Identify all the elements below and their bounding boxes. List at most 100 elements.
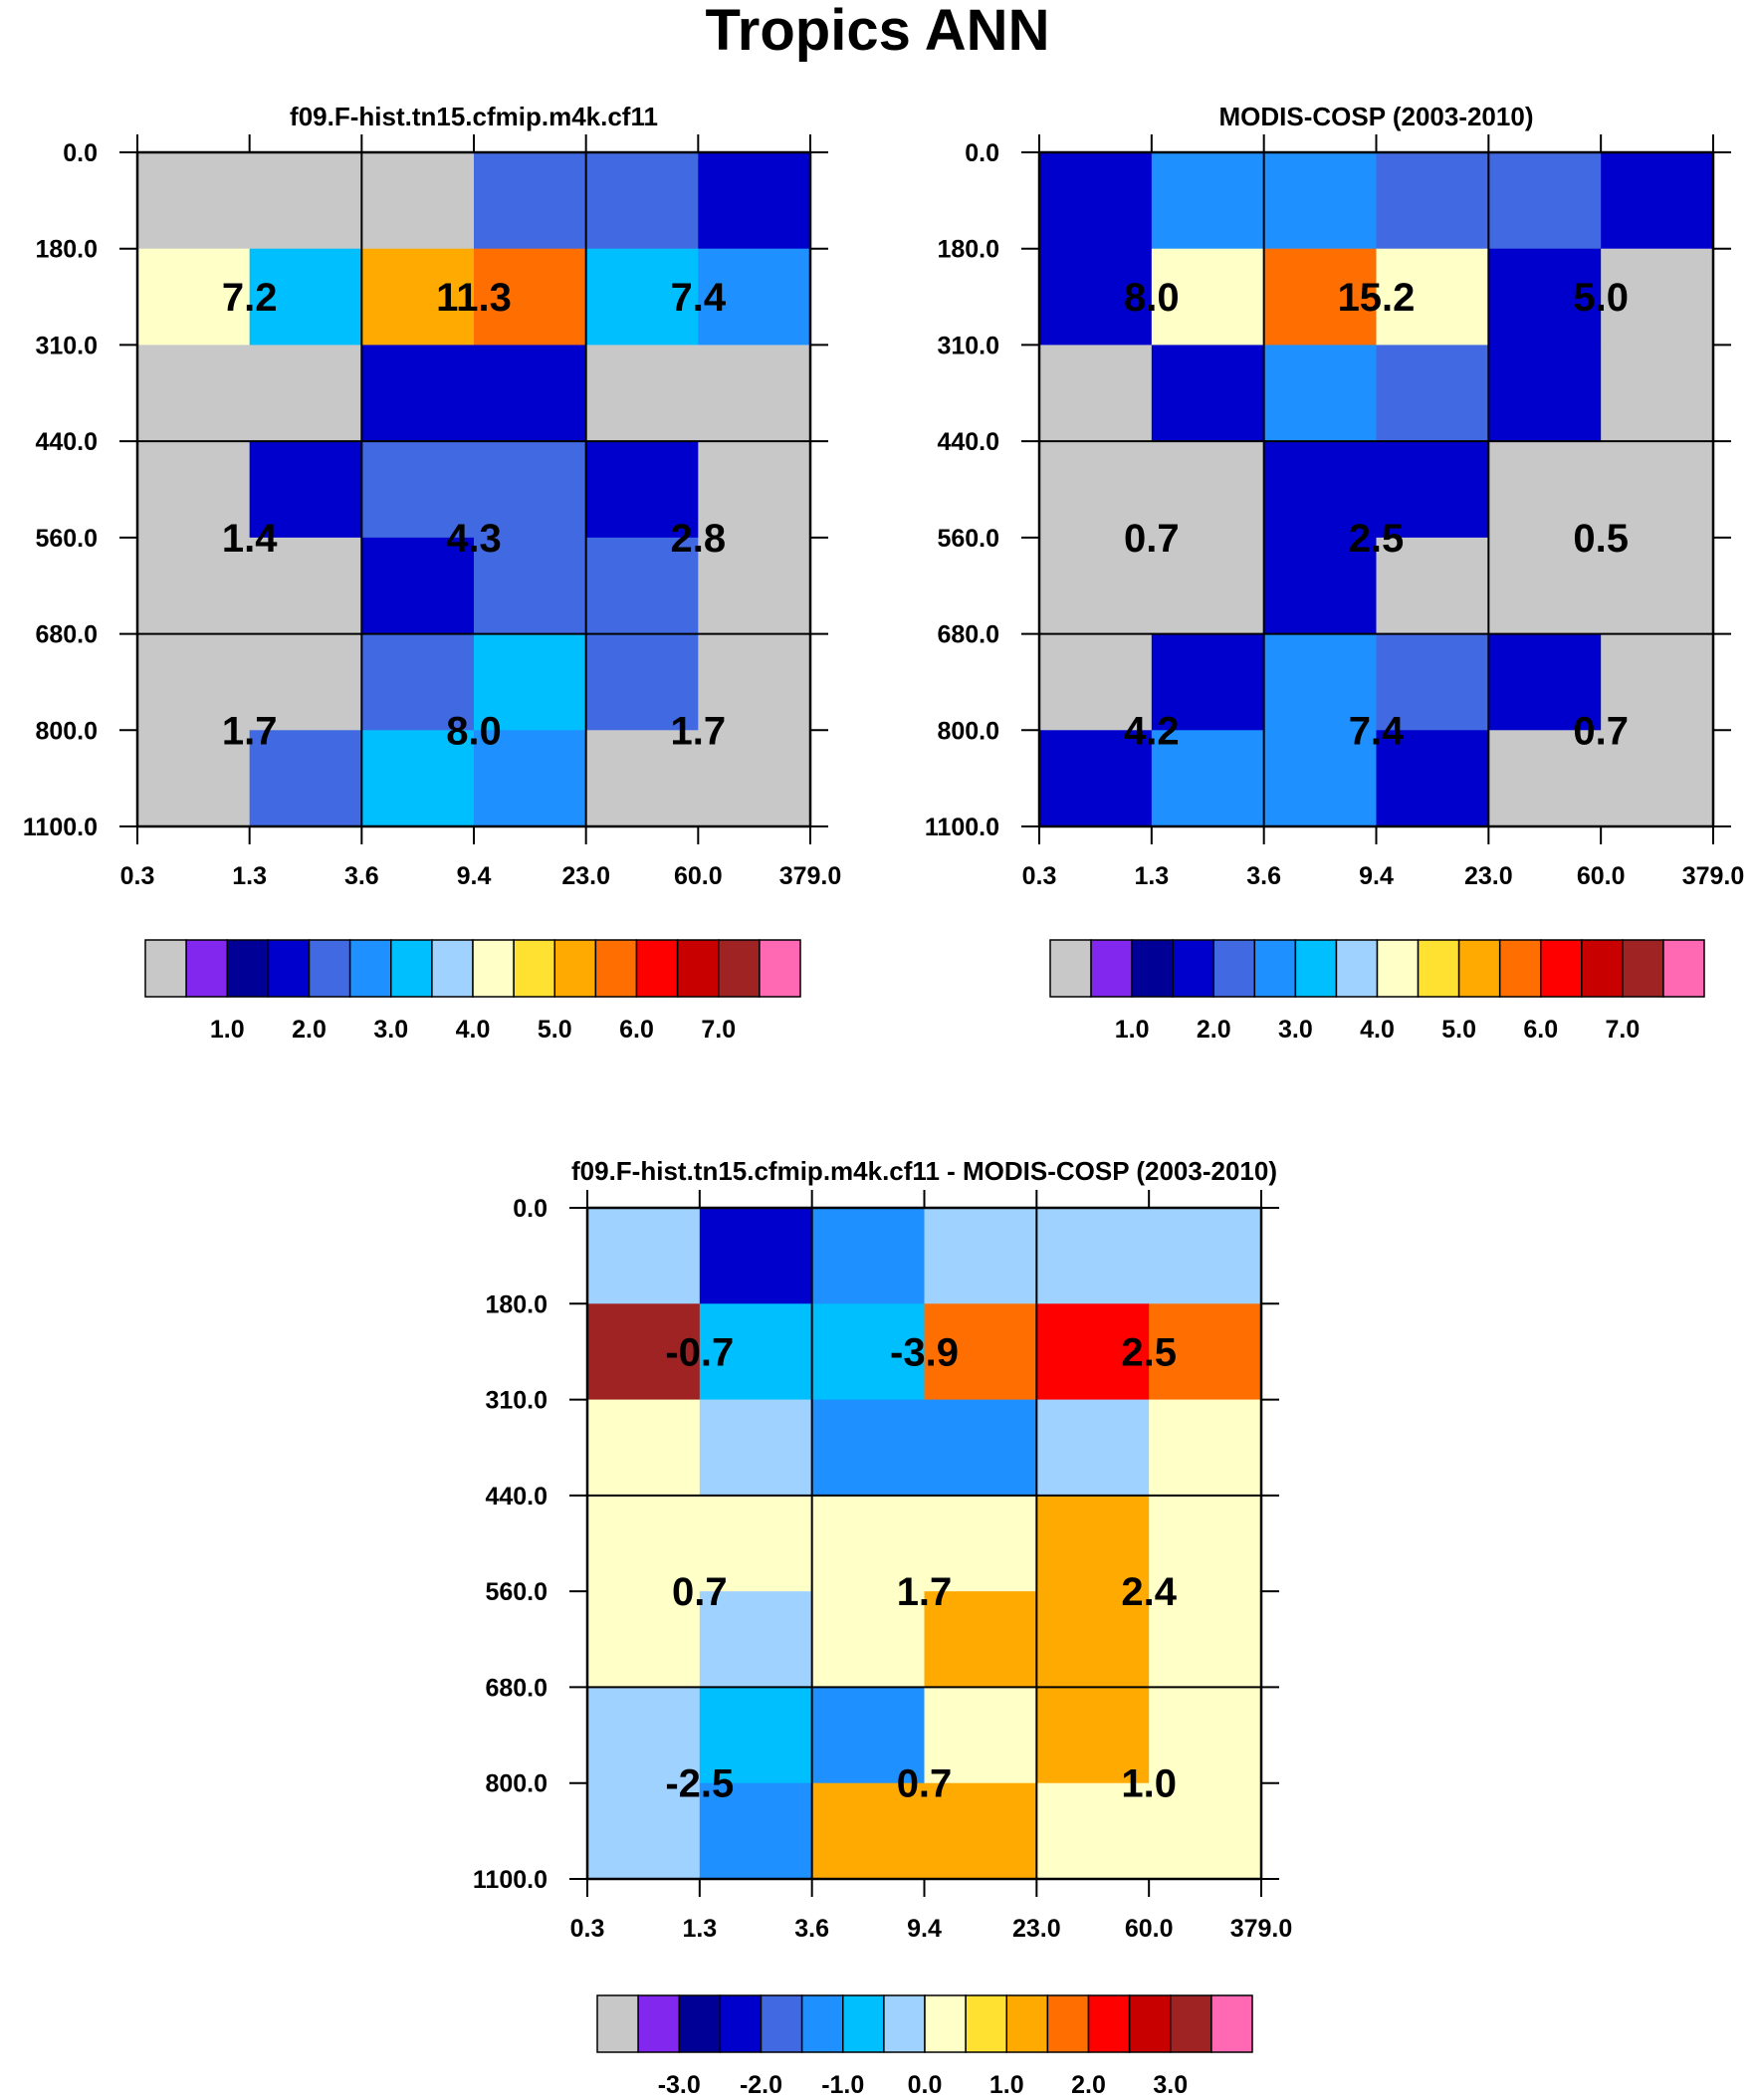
y-tick-label: 680.0 (35, 621, 98, 649)
heatmap-cell (585, 345, 699, 442)
heatmap-cell (1039, 633, 1153, 731)
heatmap-cell (699, 1591, 813, 1689)
heatmap-cell (1149, 1495, 1262, 1592)
heatmap-cell (1149, 1208, 1262, 1304)
heatmap-panel-1: f09.F-hist.tn15.cfmip.m4k.cf11 7.2 11.3 7.4… (23, 102, 841, 1044)
colorbar-box (1046, 1994, 1090, 2053)
group-value-label: 2.5 (1121, 1330, 1177, 1374)
heatmap-cell (361, 152, 475, 250)
colorbar-box (144, 939, 187, 998)
heatmap-cell (249, 537, 362, 635)
heatmap-cell (1036, 1399, 1150, 1497)
heatmap-cell (1488, 248, 1602, 347)
heatmap-cell (587, 1687, 701, 1784)
heatmap-cell (1376, 730, 1489, 827)
colorbar-box (1417, 939, 1460, 998)
heatmap-cell (1149, 1303, 1262, 1401)
group-value-label: 0.5 (1573, 517, 1629, 561)
y-tick-label: 440.0 (485, 1483, 548, 1511)
heatmap-cell (1151, 441, 1265, 539)
y-tick-label: 800.0 (937, 717, 999, 745)
group-value-label: 1.4 (222, 517, 278, 561)
colorbar-box (637, 1994, 681, 2053)
colorbar-label: 1.0 (989, 2071, 1024, 2099)
y-tick-label: 1100.0 (473, 1866, 548, 1894)
heatmap-cell (1263, 633, 1378, 731)
colorbar-label: 3.0 (1153, 2071, 1188, 2099)
colorbar-box (267, 939, 311, 998)
heatmap-cell (587, 1303, 701, 1401)
colorbar-box (1131, 939, 1174, 998)
heatmap-cell (585, 248, 699, 347)
group-value-label: 7.4 (1349, 709, 1405, 753)
colorbar-box (1210, 1994, 1253, 2053)
y-tick-label: 180.0 (937, 236, 999, 264)
colorbar-label: 0.0 (908, 2071, 943, 2099)
heatmap-cell (587, 1782, 701, 1880)
heatmap-cell (1149, 1782, 1262, 1880)
x-tick-label: 23.0 (561, 862, 610, 890)
x-tick-label: 60.0 (1125, 1915, 1174, 1943)
heatmap-cell (1149, 1399, 1262, 1497)
y-tick-label: 0.0 (965, 139, 999, 167)
heatmap-cell (1263, 730, 1378, 827)
group-value-label: 0.7 (897, 1762, 953, 1806)
colorbar-box (1581, 939, 1624, 998)
x-tick-label: 3.6 (1246, 862, 1281, 890)
heatmap-cell (699, 1399, 813, 1497)
heatmap-cell (1376, 345, 1489, 442)
colorbar-box (431, 939, 474, 998)
heatmap-cell (1151, 152, 1265, 250)
heatmap-cell (699, 1303, 813, 1401)
heatmap-cell (137, 248, 251, 347)
group-value-label: 7.2 (222, 276, 278, 320)
heatmap-cell (698, 152, 811, 250)
heatmap-cell (811, 1687, 926, 1784)
heatmap-cell (1151, 633, 1265, 731)
colorbar-label: 3.0 (373, 1016, 408, 1044)
heatmap-cell (1039, 730, 1153, 827)
panel-title: f09.F-hist.tn15.cfmip.m4k.cf11 (290, 102, 658, 131)
colorbar-box (596, 1994, 639, 2053)
y-tick-label: 800.0 (485, 1770, 548, 1798)
heatmap-cell (137, 730, 251, 827)
colorbar-box (1049, 939, 1092, 998)
group-value-label: 4.3 (446, 517, 502, 561)
colorbar-box (513, 939, 556, 998)
colorbar-label: 2.0 (1071, 2071, 1106, 2099)
heatmap-cell (585, 441, 699, 539)
heatmap-cell (361, 537, 475, 635)
colorbar-box (1212, 939, 1256, 998)
heatmap-cell (1601, 633, 1714, 731)
heatmap-cell (1263, 441, 1378, 539)
heatmap-cell (698, 345, 811, 442)
colorbar-box (719, 1994, 763, 2053)
colorbar-label: 2.0 (292, 1016, 327, 1044)
heatmap-cell (1488, 152, 1602, 250)
heatmap-cell (811, 1782, 926, 1880)
colorbar-label: -1.0 (821, 2071, 864, 2099)
colorbar-label: -2.0 (740, 2071, 782, 2099)
colorbar-box (678, 1994, 722, 2053)
heatmap-cell (698, 441, 811, 539)
heatmap-cell (699, 1495, 813, 1592)
y-tick-label: 0.0 (63, 139, 98, 167)
y-tick-label: 310.0 (35, 332, 98, 359)
heatmap-cell (474, 441, 587, 539)
colorbar-box (1376, 939, 1420, 998)
colorbar-box (1087, 1994, 1131, 2053)
colorbar-box (1335, 939, 1379, 998)
heatmap-cell (811, 1303, 926, 1401)
heatmap-cell (1263, 537, 1378, 635)
heatmap-cell (811, 1591, 926, 1689)
y-tick-label: 560.0 (485, 1578, 548, 1606)
colorbar-box (1457, 939, 1501, 998)
colorbar-box (924, 1994, 967, 2053)
heatmap-cell (474, 152, 587, 250)
y-tick-label: 180.0 (35, 236, 98, 264)
x-tick-label: 9.4 (907, 1915, 942, 1943)
x-tick-label: 0.3 (570, 1915, 605, 1943)
colorbar-box (594, 939, 638, 998)
heatmap-cell (1039, 152, 1153, 250)
heatmap-cell (1039, 345, 1153, 442)
